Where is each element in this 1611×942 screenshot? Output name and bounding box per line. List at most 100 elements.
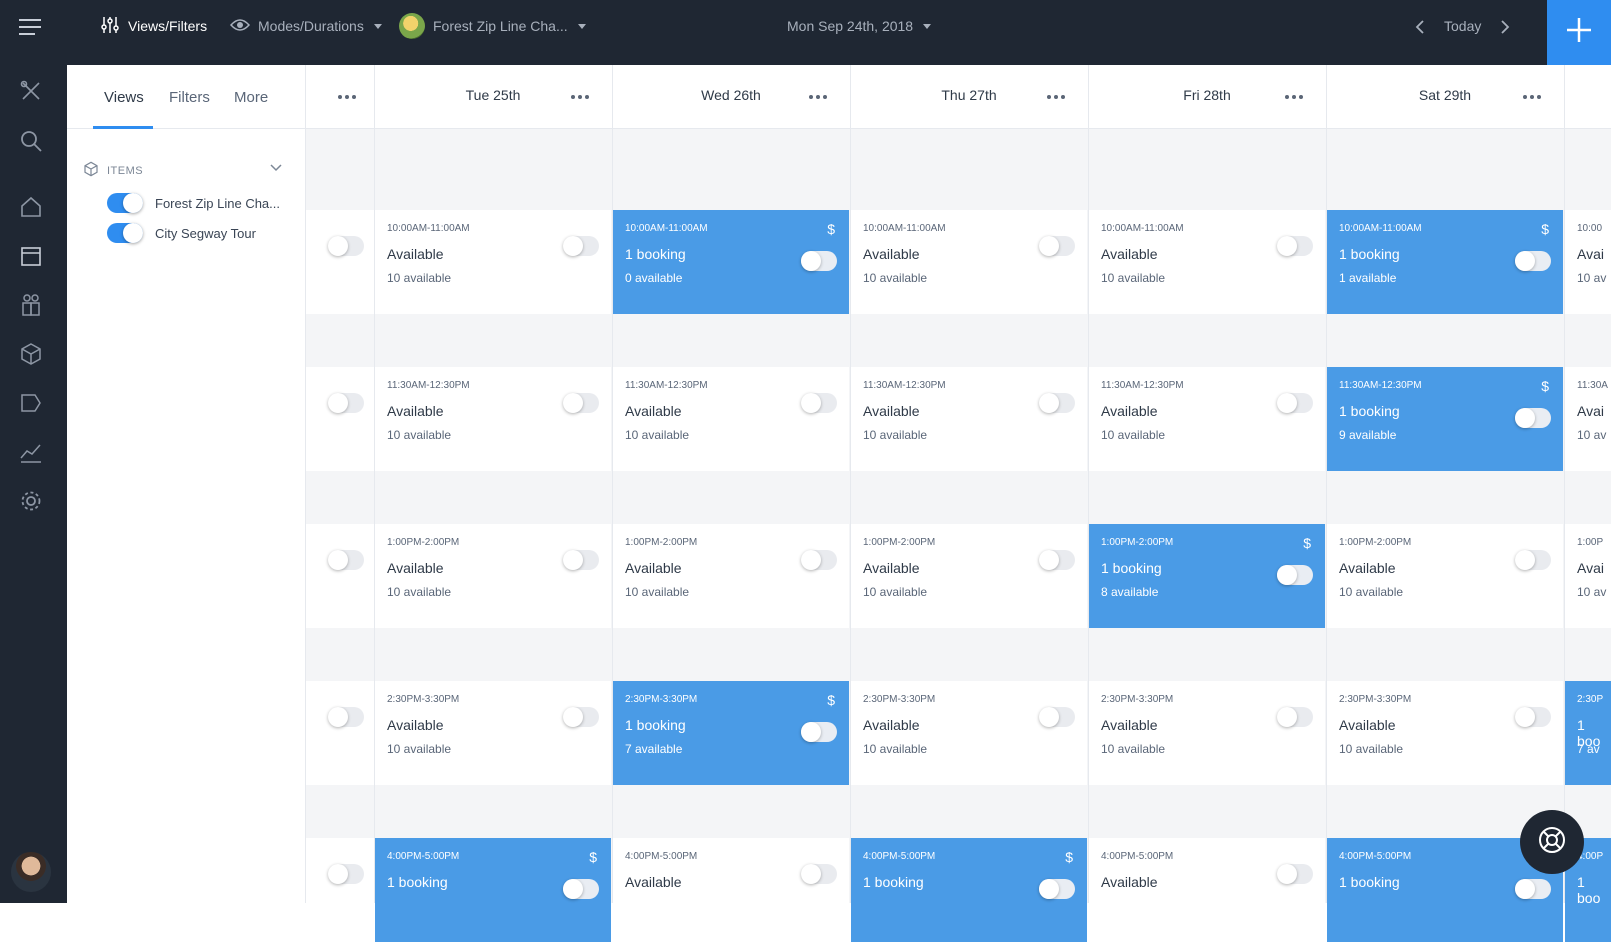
help-button[interactable] [1520, 810, 1584, 874]
row-toggle[interactable] [328, 864, 364, 884]
calendar-icon[interactable] [19, 244, 43, 268]
slot-time: 4:00PM-5:00PM [625, 851, 698, 862]
slot-toggle[interactable] [563, 550, 599, 570]
row-toggle[interactable] [328, 236, 364, 256]
slot-toggle[interactable] [1039, 236, 1075, 256]
slot-toggle[interactable] [1039, 393, 1075, 413]
guests-icon[interactable] [19, 293, 43, 317]
item-toggle[interactable] [107, 223, 143, 243]
slot-toggle[interactable] [801, 550, 837, 570]
views-filters-button[interactable]: Views/Filters [100, 0, 207, 52]
modes-durations-dropdown[interactable]: Modes/Durations [229, 0, 382, 52]
slot-toggle[interactable] [1515, 550, 1551, 570]
slot-toggle[interactable] [1515, 408, 1551, 428]
home-icon[interactable] [19, 195, 43, 219]
slot-toggle[interactable] [801, 251, 837, 271]
slot-toggle[interactable] [1277, 236, 1313, 256]
search-icon[interactable] [19, 129, 43, 153]
time-slot[interactable]: 2:30PM-3:30PM Available 10 available [851, 681, 1087, 785]
slot-toggle[interactable] [801, 393, 837, 413]
time-slot[interactable]: 1:00PM-2:00PM Available 10 available [375, 524, 611, 628]
time-slot[interactable]: 1:00PM-2:00PM Available 10 available [1327, 524, 1563, 628]
time-slot[interactable]: 10:00AM-11:00AM Available 10 available [1089, 210, 1325, 314]
time-slot[interactable]: 10:00AM-11:00AM Available 10 available [375, 210, 611, 314]
item-label: City Segway Tour [155, 225, 256, 241]
time-slot[interactable]: 1:00P Avai 10 av [1565, 524, 1611, 628]
time-slot[interactable]: 2:30PM-3:30PM Available 10 available [375, 681, 611, 785]
item-toggle[interactable] [107, 193, 143, 213]
time-slot[interactable]: 1:00PM-2:00PM Available 10 available [851, 524, 1087, 628]
more-options-icon[interactable] [571, 95, 589, 99]
add-button[interactable] [1547, 0, 1611, 65]
slot-toggle[interactable] [1515, 879, 1551, 899]
time-slot-booked[interactable]: 2:30P 1 boo 7 av [1565, 681, 1611, 785]
slot-status: Available [1101, 403, 1158, 419]
time-slot-booked[interactable]: 10:00AM-11:00AM $1 booking 1 available [1327, 210, 1563, 314]
menu-icon[interactable] [18, 17, 42, 42]
more-options-icon[interactable] [1285, 95, 1303, 99]
row-toggle[interactable] [328, 393, 364, 413]
slot-toggle[interactable] [801, 864, 837, 884]
time-slot[interactable]: 1:00PM-2:00PM Available 10 available [613, 524, 849, 628]
more-options-icon[interactable] [1047, 95, 1065, 99]
slot-status: Available [387, 560, 444, 576]
time-slot[interactable]: 11:30AM-12:30PM Available 10 available [375, 367, 611, 471]
slot-status: Available [863, 717, 920, 733]
row-toggle[interactable] [328, 707, 364, 727]
time-slot-booked[interactable]: 2:30PM-3:30PM $1 booking 7 available [613, 681, 849, 785]
row-toggle[interactable] [328, 550, 364, 570]
user-avatar[interactable] [11, 852, 51, 892]
time-slot[interactable]: 4:00PM-5:00PM Available [1089, 838, 1325, 942]
chart-icon[interactable] [19, 440, 43, 464]
slot-toggle[interactable] [563, 879, 599, 899]
time-slot[interactable]: 2:30PM-3:30PM Available 10 available [1089, 681, 1325, 785]
items-section-header[interactable]: ITEMS [83, 161, 283, 180]
time-slot-booked[interactable]: 1:00PM-2:00PM $1 booking 8 available [1089, 524, 1325, 628]
time-slot[interactable]: 10:00 Avai 10 av [1565, 210, 1611, 314]
time-slot[interactable]: 11:30AM-12:30PM Available 10 available [851, 367, 1087, 471]
slot-toggle[interactable] [1515, 707, 1551, 727]
slot-toggle[interactable] [563, 707, 599, 727]
today-button[interactable]: Today [1444, 0, 1481, 52]
more-options-icon[interactable] [1523, 95, 1541, 99]
next-arrow-icon[interactable] [1499, 19, 1511, 40]
slot-status: Avai [1577, 246, 1604, 262]
slot-toggle[interactable] [801, 722, 837, 742]
time-slot[interactable]: 2:30PM-3:30PM Available 10 available [1327, 681, 1563, 785]
tab-filters[interactable]: Filters [169, 89, 210, 106]
gear-icon[interactable] [19, 489, 43, 513]
slot-toggle[interactable] [1039, 879, 1075, 899]
slot-toggle[interactable] [1515, 251, 1551, 271]
time-slot[interactable]: 11:30AM-12:30PM Available 10 available [613, 367, 849, 471]
slot-toggle[interactable] [1277, 864, 1313, 884]
time-slot[interactable]: 4:00PM-5:00PM Available [613, 838, 849, 942]
tab-more[interactable]: More [234, 89, 269, 106]
tab-views[interactable]: Views [104, 89, 144, 106]
more-options-icon[interactable] [338, 95, 356, 99]
date-picker-dropdown[interactable]: Mon Sep 24th, 2018 [787, 0, 932, 52]
more-options-icon[interactable] [809, 95, 827, 99]
time-slot-booked[interactable]: 4:00PM-5:00PM $1 booking [851, 838, 1087, 942]
slot-toggle[interactable] [1277, 707, 1313, 727]
chevron-down-icon[interactable] [269, 163, 283, 176]
prev-arrow-icon[interactable] [1414, 19, 1426, 40]
time-slot[interactable]: 11:30AM-12:30PM Available 10 available [1089, 367, 1325, 471]
time-slot-booked[interactable]: 11:30AM-12:30PM $1 booking 9 available [1327, 367, 1563, 471]
tag-icon[interactable] [19, 391, 43, 415]
slot-toggle[interactable] [1277, 393, 1313, 413]
tools-icon[interactable] [19, 79, 43, 103]
time-slot-booked[interactable]: 10:00AM-11:00AM $1 booking 0 available [613, 210, 849, 314]
time-slot[interactable]: 11:30A Avai 10 av [1565, 367, 1611, 471]
slot-toggle[interactable] [563, 236, 599, 256]
item-selector-dropdown[interactable]: Forest Zip Line Cha... [399, 0, 586, 52]
time-slot-booked[interactable]: 4:00PM-5:00PM $1 booking [375, 838, 611, 942]
box-icon[interactable] [19, 342, 43, 366]
slot-availability: 10 available [387, 585, 452, 599]
slot-toggle[interactable] [563, 393, 599, 413]
slot-status: 1 booking [1339, 403, 1400, 419]
slot-toggle[interactable] [1039, 550, 1075, 570]
slot-availability: 10 available [863, 585, 928, 599]
slot-toggle[interactable] [1277, 565, 1313, 585]
time-slot[interactable]: 10:00AM-11:00AM Available 10 available [851, 210, 1087, 314]
slot-toggle[interactable] [1039, 707, 1075, 727]
